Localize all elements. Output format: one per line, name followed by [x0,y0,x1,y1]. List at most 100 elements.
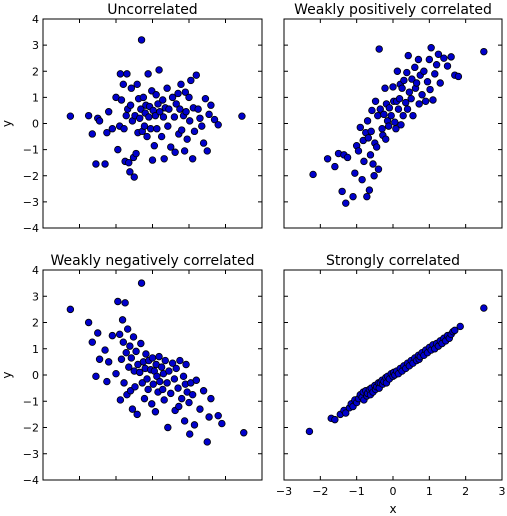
scatter-point [123,325,132,333]
scatter-point [143,375,151,383]
scatter-point [199,387,208,395]
scatter-point [132,347,140,356]
scatter-point [92,372,100,381]
scatter-point [95,117,104,125]
scatter-point [351,169,359,177]
scatter-point [148,400,156,408]
scatter-point [398,84,406,92]
panel-title: Weakly positively correlated [294,2,492,18]
scatter-point [384,122,393,130]
y-tick-label: −1 [23,395,39,408]
scatter-point [125,363,133,371]
scatter-point [305,427,314,436]
y-tick-label: 3 [32,39,39,52]
scatter-point [192,71,200,79]
scatter-point [456,322,464,331]
scatter-point [207,101,215,109]
scatter-point [148,354,157,362]
scatter-point [371,97,380,105]
scatter-point [126,342,134,350]
scatter-point [375,45,383,53]
scatter-point [238,112,246,120]
scatter-point [123,70,131,78]
y-tick-label: −4 [23,474,39,487]
scatter-point [84,111,93,120]
scatter-point [177,394,186,403]
scatter-point [425,55,434,64]
scatter-point [159,96,167,104]
scatter-point [181,88,190,96]
scatter-point [168,93,177,102]
scatter-point [136,368,144,377]
scatter-point [403,68,411,77]
scatter-point [394,105,403,113]
scatter-point [218,419,226,428]
scatter-point [149,380,157,388]
scatter-point [409,111,417,120]
scatter-point [103,128,111,137]
scatter-point [374,111,382,120]
scatter-point [114,297,122,306]
scatter-panel-4: −3 −2 −1 0 1 2 3 Strongly correlated x [276,253,506,516]
x-tick-label: −1 [349,485,365,498]
scatter-point [119,80,127,89]
panel-frame [42,18,263,229]
scatter-point [170,113,179,121]
scatter-point [131,383,139,391]
scatter-point [137,36,146,44]
scatter-point [160,396,168,404]
scatter-point [434,50,443,58]
scatter-point [164,423,172,432]
scatter-point [451,326,459,335]
scatter-point [170,375,179,383]
scatter-point [372,143,381,151]
scatter-point [185,93,193,102]
scatter-point [139,93,148,102]
scatter-point [138,379,146,387]
scatter-point [403,105,412,113]
scatter-point [370,172,378,180]
scatter-point [144,70,152,78]
scatter-point [122,348,130,357]
scatter-point [126,168,134,176]
y-tick-label: 0 [32,369,39,382]
y-tick-label: 0 [32,118,39,131]
scatter-point [186,117,194,125]
scatter-point [137,279,146,287]
scatter-point [176,356,184,365]
scatter-point [338,187,346,196]
scatter-point [393,67,402,75]
scatter-point [395,94,404,103]
scatter-point [368,106,376,115]
scatter-point [117,96,126,104]
scatter-point [360,157,368,166]
scatter-point [443,62,452,70]
scatter-point [387,111,395,120]
scatter-point [143,132,151,141]
scatter-point [140,394,149,403]
scatter-point [367,127,375,136]
scatter-point [150,142,159,150]
scatter-point [198,122,206,130]
scatter-point [125,158,133,167]
y-axis-label: y [0,120,14,127]
y-tick-label: −1 [23,144,39,157]
scatter-point [454,72,463,81]
scatter-point [385,104,394,112]
scatter-point [159,385,167,394]
scatter-point [188,390,197,399]
scatter-point [186,430,194,438]
scatter-point [142,350,150,358]
scatter-point [366,151,375,159]
scatter-point [171,148,179,156]
panel-title: Strongly correlated [326,253,460,269]
scatter-point [146,125,155,133]
scatter-point [392,125,400,133]
scatter-point [400,76,408,85]
scatter-point [214,411,222,420]
scatter-point [114,145,122,154]
scatter-point [378,125,386,133]
scatter-point [120,379,128,387]
scatter-point [342,199,350,207]
scatter-point [157,363,166,371]
